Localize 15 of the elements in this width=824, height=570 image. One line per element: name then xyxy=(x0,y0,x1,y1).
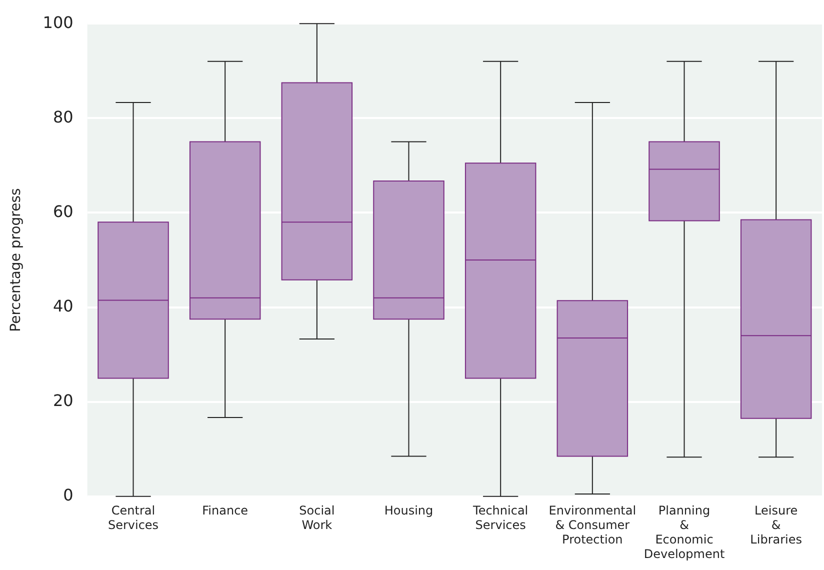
x-tick-label: Housing xyxy=(384,504,434,518)
y-tick-label: 80 xyxy=(52,107,74,126)
y-tick-label: 100 xyxy=(42,12,74,32)
y-tick-label: 40 xyxy=(52,296,74,316)
x-tick-label: Environmental & Consumer Protection xyxy=(548,504,636,547)
y-axis-title: Percentage progress xyxy=(8,188,24,332)
x-tick-label: Technical Services xyxy=(472,504,528,532)
y-tick-label: 0 xyxy=(63,486,74,505)
x-tick-label: Social Work xyxy=(299,504,335,532)
x-tick-label: Central Services xyxy=(108,504,159,532)
x-tick-label: Leisure & Libraries xyxy=(750,504,802,547)
y-tick-label: 60 xyxy=(52,202,74,221)
x-tick-label: Finance xyxy=(202,504,248,518)
y-tick-label: 20 xyxy=(52,390,74,410)
x-tick-label: Planning & Economic Development xyxy=(644,504,725,561)
